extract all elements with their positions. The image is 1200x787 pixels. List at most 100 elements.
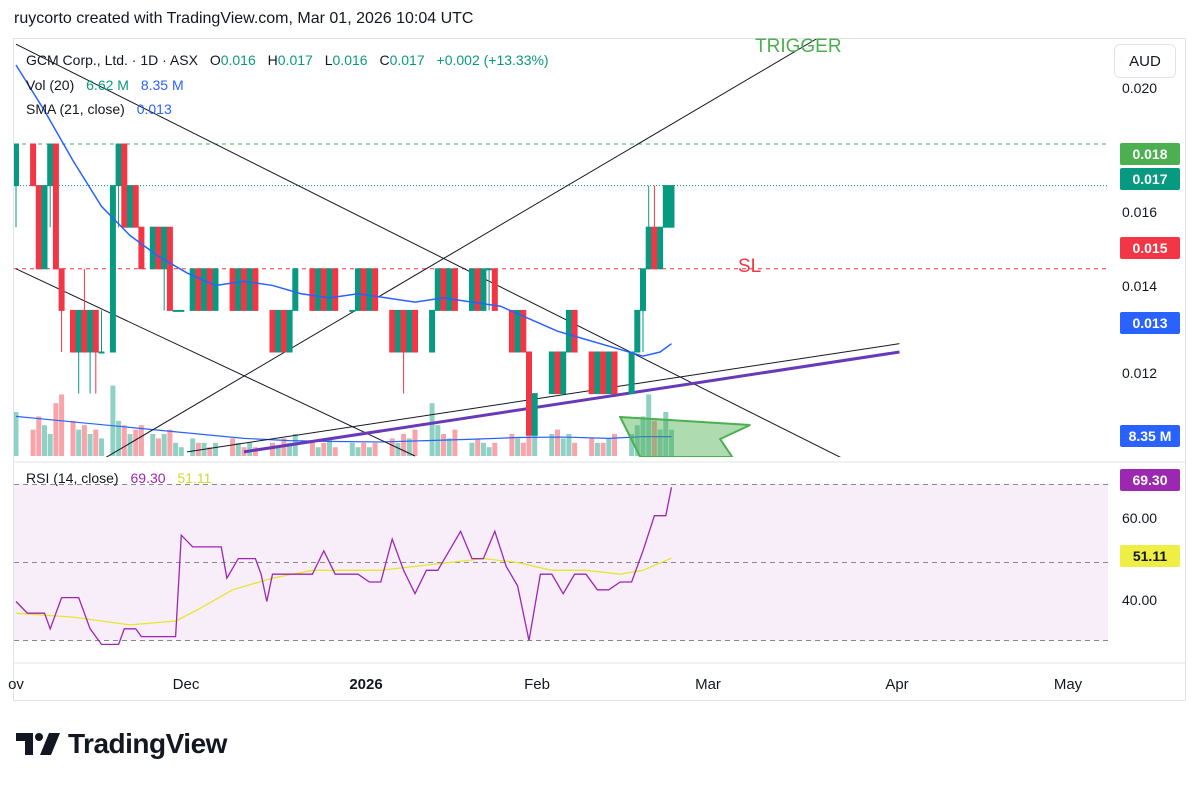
candle-body xyxy=(132,185,139,228)
descending-line-1 xyxy=(15,43,841,457)
volume-bar xyxy=(116,420,122,456)
price-tag-volume-ma: 8.35 M xyxy=(1120,425,1180,447)
candle-body xyxy=(309,268,316,311)
price-label-0014: 0.014 xyxy=(1122,278,1158,294)
volume-bar xyxy=(389,438,395,456)
price-tag-sma: 0.013 xyxy=(1120,312,1180,334)
chart-credit: ruycorto created with TradingView.com, M… xyxy=(14,10,474,27)
candle-body xyxy=(372,268,379,311)
candle-body xyxy=(400,309,407,353)
candle-body xyxy=(412,309,418,353)
candle-body xyxy=(554,351,561,395)
change-value: +0.002 (+13.33%) xyxy=(436,52,549,68)
volume-bar xyxy=(230,438,236,456)
candle-body xyxy=(628,351,635,395)
rsi-ma-line xyxy=(15,557,672,626)
volume-bar xyxy=(47,434,53,456)
candle-body xyxy=(406,309,413,353)
volume-bar xyxy=(195,442,201,456)
candle-body xyxy=(286,309,293,353)
low-value: 0.016 xyxy=(332,52,368,68)
volume-bar xyxy=(81,425,87,456)
volume-bar xyxy=(42,425,47,456)
volume-bar xyxy=(520,442,526,456)
tradingview-logo[interactable]: TradingView xyxy=(16,728,227,760)
trigger-line xyxy=(105,39,818,457)
volume-bar xyxy=(207,447,213,456)
candle-body xyxy=(166,226,173,311)
candle-body xyxy=(47,143,54,187)
volume-bar xyxy=(309,442,315,456)
volume-bar xyxy=(589,438,595,456)
sma-line xyxy=(15,64,672,357)
volume-bar xyxy=(475,438,481,456)
rsi-label: RSI (14, close) xyxy=(26,470,119,486)
volume-bar xyxy=(178,447,184,456)
candle-body xyxy=(440,268,447,311)
time-label-2026: 2026 xyxy=(349,676,383,693)
rsi-value: 69.30 xyxy=(130,470,166,486)
volume-bar xyxy=(93,429,99,456)
candle-body xyxy=(491,268,498,311)
candle-body xyxy=(360,268,367,311)
rsi-legend[interactable]: RSI (14, close) 69.30 51.11 xyxy=(26,470,219,486)
candle-body xyxy=(201,268,208,311)
volume-bar xyxy=(247,442,253,456)
candle-body xyxy=(138,226,145,270)
candle-body xyxy=(668,185,675,228)
volume-bar xyxy=(270,442,275,456)
volume-bar xyxy=(315,447,321,456)
support-line-thin xyxy=(186,343,900,453)
volume-bar xyxy=(629,434,635,456)
rsi-ma-value: 51.11 xyxy=(177,470,212,486)
candle-body xyxy=(480,268,487,311)
candle-body xyxy=(548,351,555,395)
candle-body xyxy=(657,226,664,270)
volume-label: Vol (20) xyxy=(26,77,75,93)
volume-bar xyxy=(133,429,139,456)
volume-bar xyxy=(532,429,538,456)
volume-bar xyxy=(469,442,475,456)
candle-body xyxy=(115,143,122,187)
volume-bar xyxy=(549,434,555,456)
candle-body xyxy=(366,268,373,311)
candle-body xyxy=(92,309,99,353)
high-value: 0.017 xyxy=(277,52,313,68)
symbol-label[interactable]: GCM Corp., Ltd. · 1D · ASX xyxy=(26,52,198,68)
volume-legend[interactable]: Vol (20) 6.62 M 8.35 M xyxy=(26,77,192,93)
candle-body xyxy=(645,226,652,270)
volume-bar xyxy=(53,403,59,456)
volume-bar xyxy=(612,434,617,456)
rsi-line xyxy=(15,487,673,646)
volume-bar xyxy=(401,434,407,456)
candle-body xyxy=(446,268,453,311)
candle-body xyxy=(121,143,128,228)
chart-frame xyxy=(13,38,1186,701)
candle-body xyxy=(172,309,179,312)
volume-bar xyxy=(110,385,116,456)
candle-body xyxy=(560,351,567,395)
highlight-arrow xyxy=(618,415,751,457)
candle-body xyxy=(600,351,607,395)
volume-bar xyxy=(150,434,156,456)
candle-body xyxy=(571,309,578,353)
volume-bar xyxy=(572,442,578,456)
open-value: 0.016 xyxy=(220,52,256,68)
rsi-ma-tag: 51.11 xyxy=(1120,545,1180,567)
volume-bar xyxy=(515,438,521,456)
sma-label: SMA (21, close) xyxy=(26,101,125,117)
volume-bar xyxy=(127,434,133,456)
currency-button[interactable]: AUD xyxy=(1114,44,1176,78)
volume-bar xyxy=(366,447,372,456)
volume-bar xyxy=(406,438,412,456)
open-label: O xyxy=(209,52,221,68)
price-label-0020: 0.020 xyxy=(1122,80,1158,96)
volume-bar xyxy=(560,438,566,456)
volume-bar xyxy=(355,447,361,456)
candle-body xyxy=(87,309,94,353)
candle-body xyxy=(161,226,168,270)
candle-body xyxy=(14,143,19,187)
candle-body xyxy=(486,268,493,271)
sma-legend[interactable]: SMA (21, close) 0.013 xyxy=(26,101,180,117)
